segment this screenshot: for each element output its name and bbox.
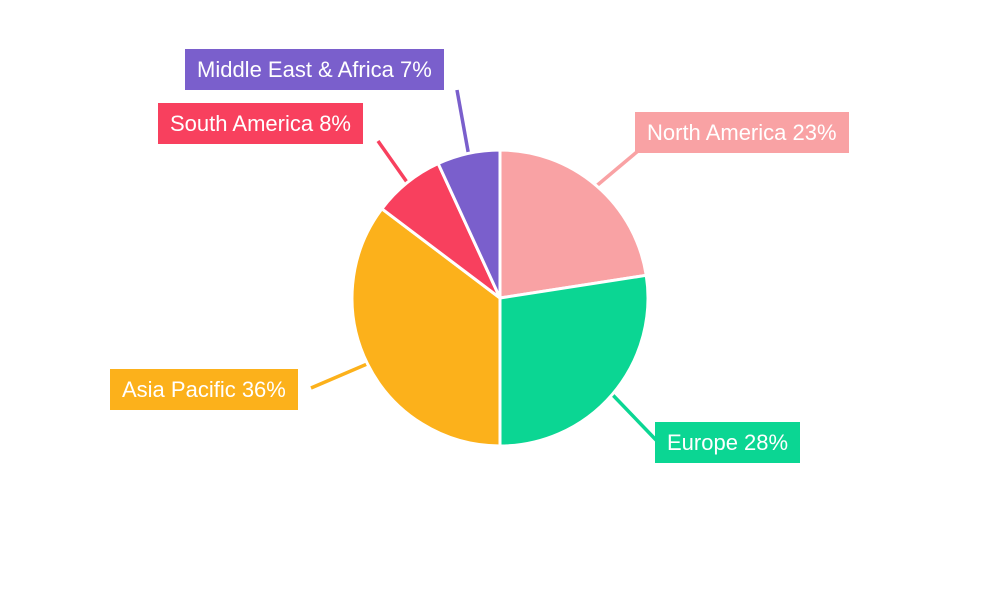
- leader-line-north-america: [593, 149, 640, 189]
- label-south-america: South America 8%: [158, 103, 363, 144]
- label-middle-east-africa: Middle East & Africa 7%: [185, 49, 444, 90]
- pie-slice-middle-east-africa: [436, 148, 502, 300]
- leader-line-south-america: [376, 139, 410, 186]
- pie-slice-europe: [498, 273, 650, 448]
- leader-line-middle-east-africa: [455, 89, 471, 156]
- label-north-america: North America 23%: [635, 112, 849, 153]
- pie-slice-north-america: [498, 148, 648, 300]
- label-europe: Europe 28%: [655, 422, 801, 463]
- leader-line-europe: [609, 391, 659, 443]
- label-asia-pacific: Asia Pacific 36%: [110, 369, 298, 410]
- pie-slice-asia-pacific: [350, 207, 502, 448]
- leader-line-asia-pacific: [310, 361, 370, 390]
